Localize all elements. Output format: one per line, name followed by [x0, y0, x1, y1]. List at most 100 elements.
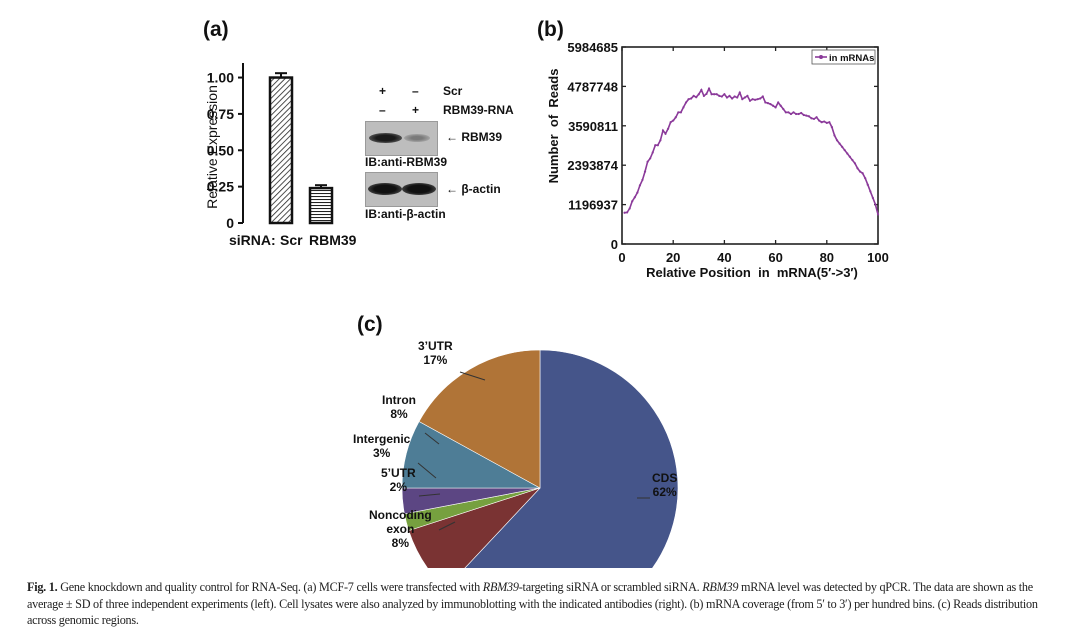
data-point: [715, 93, 718, 96]
pie-label-intron: Intron 8%: [382, 393, 416, 421]
band-label-rbm39: ← RBM39: [446, 130, 503, 144]
y-tick-label: 0.75: [207, 106, 234, 122]
data-point: [687, 98, 690, 101]
bar-chart-a: 0 0.25 0.50 0.75 1.00 Relative Expression: [204, 63, 334, 231]
data-point: [695, 96, 698, 99]
caption-text: Gene knockdown and quality control for R…: [57, 580, 483, 594]
slice-name: 5’UTR: [381, 466, 416, 480]
data-point: [654, 144, 657, 147]
data-point: [792, 111, 795, 114]
ib-label-beta-actin: IB:anti-β-actin: [365, 207, 446, 221]
data-point: [672, 119, 675, 122]
data-point: [728, 94, 731, 97]
data-point: [853, 162, 857, 165]
blot-beta-actin: [365, 172, 438, 207]
data-point: [697, 93, 700, 96]
data-point: [812, 117, 816, 121]
band-label-beta-actin: ← β-actin: [446, 182, 501, 196]
panel-c-label: (c): [357, 313, 383, 336]
data-point: [756, 98, 759, 101]
data-point: [764, 101, 767, 104]
data-point: [669, 121, 672, 124]
pie-label-cds: CDS 62%: [652, 471, 677, 499]
figure-number: Fig. 1.: [27, 580, 58, 594]
pie-label-noncoding-exon: Noncoding exon 8%: [369, 508, 432, 550]
legend-label: in mRNAs: [829, 53, 874, 64]
x-tick-label: 100: [867, 250, 889, 265]
y-axis-label: Relative Expression: [204, 85, 220, 209]
x-axis-label: Relative Position in mRNA(5′->3′): [646, 265, 858, 280]
slice-percent: 8%: [391, 536, 409, 550]
plot-frame: [621, 46, 879, 245]
y-tick-label: 4787748: [567, 79, 618, 94]
pie-label-3utr: 3’UTR 17%: [418, 339, 453, 367]
data-point: [707, 87, 711, 90]
data-point: [797, 112, 800, 116]
data-point: [789, 112, 793, 116]
data-point: [794, 112, 798, 116]
slice-name: Intergenic: [353, 432, 411, 446]
slice-name: Noncoding: [369, 508, 432, 522]
lane-sign: +: [379, 84, 387, 98]
data-point: [723, 93, 726, 96]
x-tick-label: 0: [618, 250, 625, 265]
slice-percent: 17%: [423, 353, 448, 367]
slice-name: 3’UTR: [418, 339, 453, 353]
band: [368, 183, 402, 195]
pie-label-intergenic: Intergenic 3%: [353, 432, 410, 460]
slice-percent: 8%: [390, 407, 408, 421]
x-tick-label: RBM39: [309, 232, 357, 248]
legend-box: [811, 49, 876, 65]
data-point: [830, 126, 834, 129]
data-point: [656, 144, 659, 147]
data-point: [725, 96, 729, 99]
data-point: [741, 98, 744, 101]
data-point: [771, 104, 775, 107]
data-point: [631, 200, 634, 203]
data-point: [710, 93, 713, 96]
data-point: [649, 157, 652, 160]
slice-name: exon: [386, 522, 415, 536]
y-tick-label: 0.50: [207, 142, 234, 158]
data-point: [777, 101, 780, 104]
data-point: [638, 184, 642, 187]
data-point: [674, 116, 677, 119]
slice-name: Intron: [382, 393, 416, 407]
lane-sign: +: [412, 103, 420, 117]
data-point: [690, 97, 693, 100]
y-tick-label: 1196937: [568, 198, 618, 213]
legend-point-marker: [819, 55, 823, 59]
data-point: [677, 111, 680, 114]
data-point: [876, 213, 880, 216]
x-tick-label: Scr: [280, 232, 303, 248]
data-point: [759, 97, 762, 100]
data-point: [754, 98, 757, 101]
data-point: [864, 177, 867, 180]
data-point: [818, 119, 821, 122]
gene-name: RBM39: [702, 580, 739, 594]
data-point: [823, 120, 826, 123]
slice-percent: 2%: [389, 480, 407, 494]
data-point: [664, 132, 667, 135]
pie-slice-cds: [464, 349, 679, 568]
data-point: [684, 101, 688, 104]
data-point: [661, 129, 665, 132]
data-point: [869, 190, 872, 193]
data-point: [769, 103, 772, 106]
panel-a-label: (a): [203, 18, 229, 41]
data-point: [866, 183, 869, 186]
leader-line: [438, 521, 456, 531]
x-tick-label: 20: [666, 250, 680, 265]
pie-chart-c: [401, 349, 679, 568]
x-tick-label: 80: [820, 250, 834, 265]
data-point: [738, 91, 741, 94]
slice-name: CDS: [652, 471, 678, 485]
y-tick-label: 0.25: [207, 179, 234, 195]
data-point: [626, 211, 629, 214]
data-point: [861, 172, 864, 175]
y-tick-label: 2393874: [567, 158, 618, 173]
lane-sign: –: [412, 84, 419, 98]
y-tick-label: 5984685: [567, 40, 618, 55]
y-axis-label: Number of Reads: [546, 69, 561, 184]
data-point: [718, 94, 721, 97]
